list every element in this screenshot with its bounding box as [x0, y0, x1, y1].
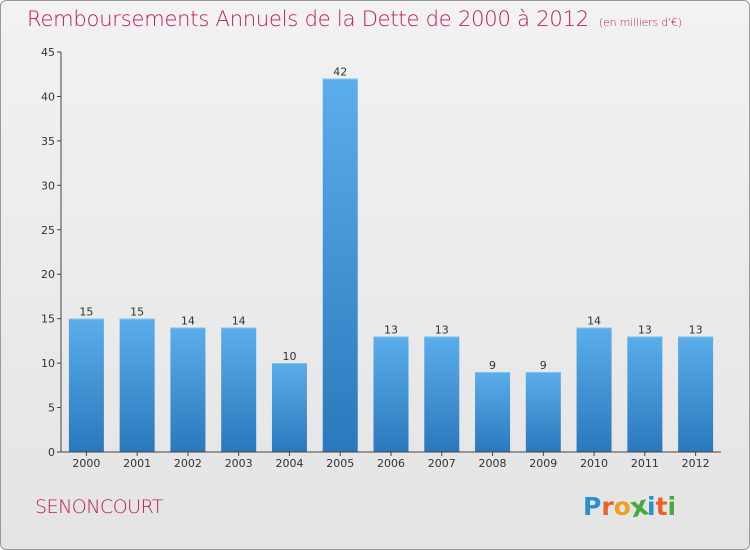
- bar: [170, 327, 206, 452]
- logo-letter: o: [613, 492, 631, 521]
- y-tick-label: 45: [41, 46, 55, 59]
- y-tick-label: 15: [41, 313, 55, 326]
- bar: [221, 327, 257, 452]
- x-tick-label: 2001: [123, 457, 151, 470]
- bar-value-label: 13: [435, 323, 449, 336]
- logo-letter: t: [655, 492, 668, 521]
- bar: [119, 318, 155, 452]
- bar-value-label: 15: [79, 306, 93, 319]
- bar: [678, 336, 714, 452]
- bars-group: 15 15 14 14 10 42 13 13 9 9 14 13 13: [68, 66, 714, 453]
- bar: [322, 78, 358, 453]
- x-tick-label: 2004: [275, 457, 303, 470]
- bar-value-label: 14: [587, 315, 601, 328]
- commune-name: SENONCOURT: [35, 496, 164, 518]
- bar-value-label: 13: [384, 323, 398, 336]
- x-tick-label: 2000: [72, 457, 100, 470]
- y-tick-label: 30: [41, 179, 55, 192]
- logo-letter: i: [667, 492, 677, 521]
- bar-value-label: 42: [333, 66, 347, 79]
- bar: [68, 318, 104, 452]
- chart-title-text: Remboursements Annuels de la Dette de 20…: [27, 7, 589, 31]
- bar: [373, 336, 409, 452]
- logo-letter: i: [647, 492, 656, 521]
- bar: [525, 372, 561, 452]
- y-tick-label: 10: [41, 357, 55, 370]
- axes-group: 0 5 10 15 20 25 30 35 40 45 2000 2001 2002 2003 2004 20…: [41, 46, 721, 470]
- bar: [627, 336, 663, 452]
- x-tick-label: 2006: [377, 457, 405, 470]
- bar-value-label: 9: [489, 359, 496, 372]
- x-tick-label: 2012: [682, 457, 710, 470]
- x-tick-label: 2010: [580, 457, 608, 470]
- bar-value-label: 10: [282, 350, 296, 363]
- y-tick-label: 20: [41, 268, 55, 281]
- bar-value-label: 9: [540, 359, 547, 372]
- x-tick-label: 2011: [631, 457, 659, 470]
- y-tick-label: 40: [41, 90, 55, 103]
- chart-subtitle: (en milliers d'€): [598, 16, 682, 29]
- bar-value-label: 14: [181, 315, 195, 328]
- bar: [475, 372, 511, 452]
- x-tick-label: 2002: [174, 457, 202, 470]
- y-tick-label: 0: [48, 446, 55, 459]
- logo-letter: P: [583, 492, 602, 521]
- bar-value-label: 13: [638, 323, 652, 336]
- x-tick-label: 2007: [428, 457, 456, 470]
- bar-value-label: 14: [232, 315, 246, 328]
- bar-value-label: 13: [689, 323, 703, 336]
- bar: [576, 327, 612, 452]
- y-tick-label: 5: [48, 402, 55, 415]
- bar: [271, 363, 307, 452]
- x-tick-label: 2008: [479, 457, 507, 470]
- x-tick-label: 2005: [326, 457, 354, 470]
- bar: [424, 336, 460, 452]
- chart-title: Remboursements Annuels de la Dette de 20…: [27, 7, 682, 31]
- y-tick-label: 35: [41, 135, 55, 148]
- proxiti-logo: Proxiti: [583, 489, 677, 524]
- logo-letter: r: [601, 492, 614, 521]
- bar-value-label: 15: [130, 306, 144, 319]
- x-tick-label: 2009: [529, 457, 557, 470]
- y-tick-label: 25: [41, 224, 55, 237]
- x-tick-label: 2003: [225, 457, 253, 470]
